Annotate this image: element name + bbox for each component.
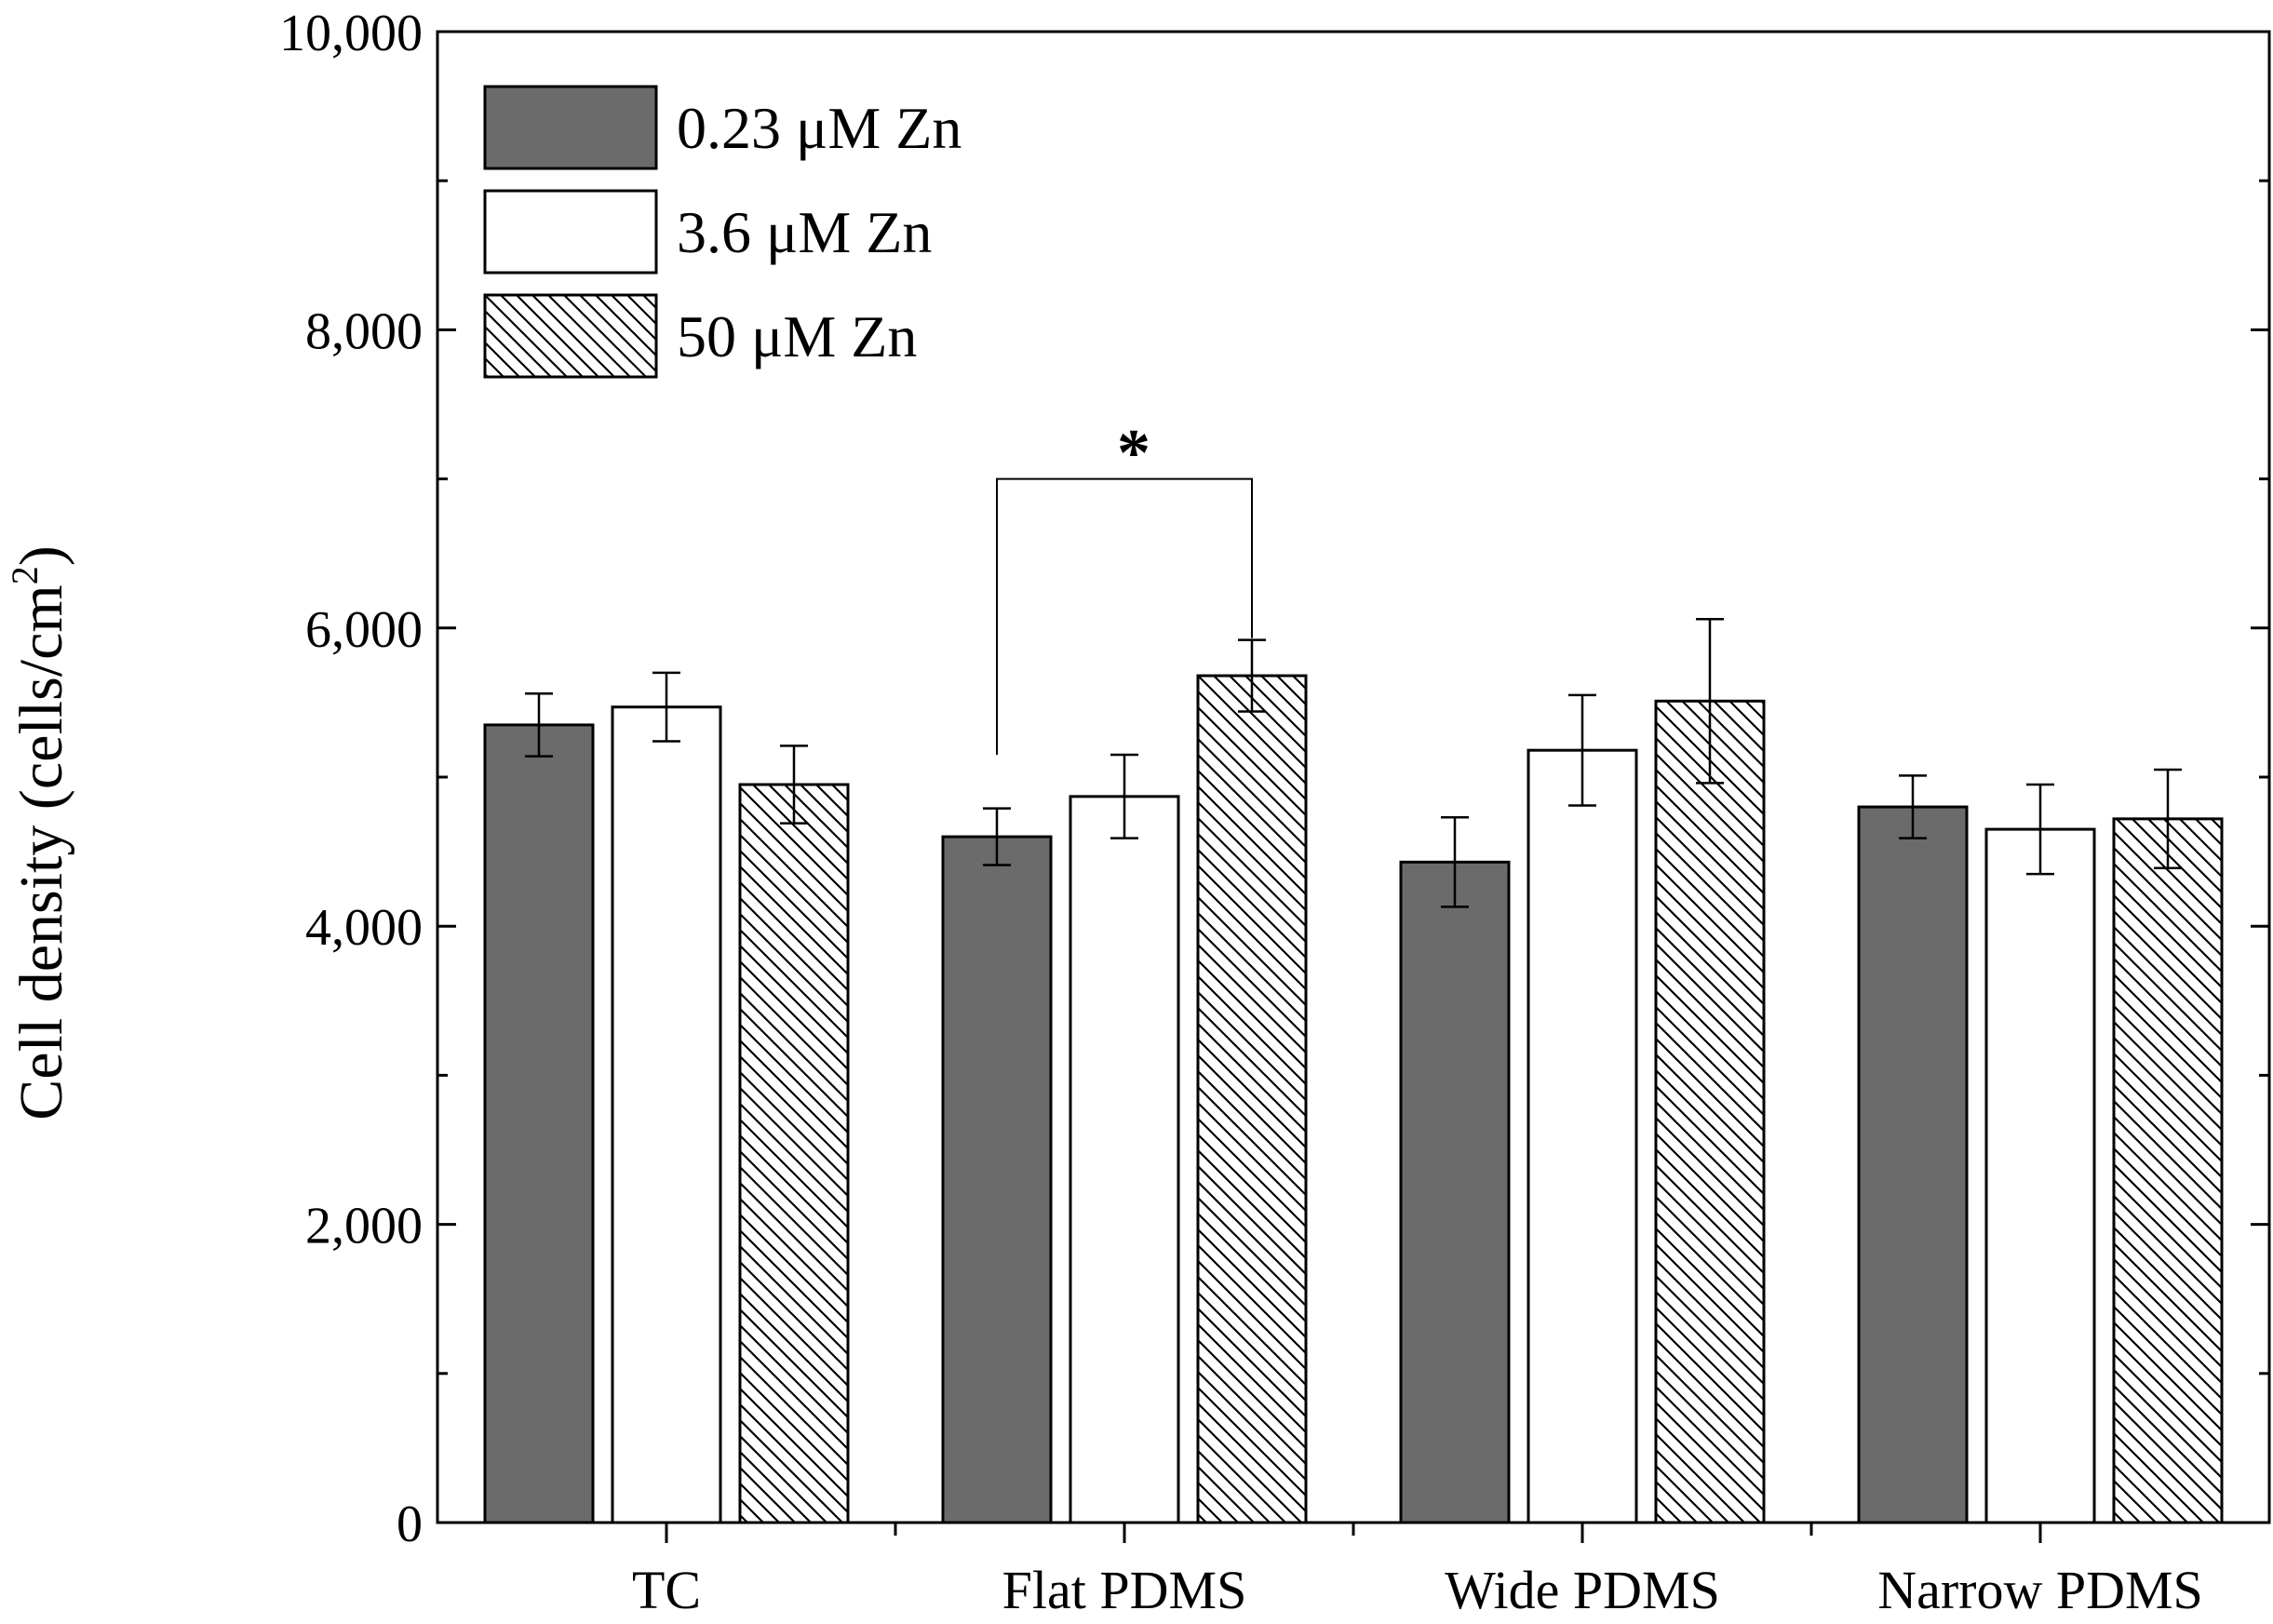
legend-label: 50 μM Zn xyxy=(677,303,917,369)
y-axis-label-superscript: 2 xyxy=(4,566,46,584)
bar xyxy=(483,723,595,1524)
y-axis-label: Cell density (cells/cm2) xyxy=(4,545,75,1121)
legend-swatch xyxy=(483,293,658,379)
y-tick-label: 10,000 xyxy=(279,5,423,62)
y-axis: 0 2,000 4,000 6,000 8,000 10,000 xyxy=(279,5,2269,1553)
y-tick-label: 2,000 xyxy=(305,1198,423,1255)
bar xyxy=(1069,795,1180,1524)
bars xyxy=(483,674,2224,1524)
bar xyxy=(1857,805,1969,1524)
bar xyxy=(1399,860,1511,1524)
y-tick-label: 8,000 xyxy=(305,302,423,360)
legend: 0.23 μM Zn 3.6 μM Zn 50 μM Zn xyxy=(483,85,962,379)
y-axis-label-close: ) xyxy=(7,545,75,566)
bar xyxy=(941,835,1053,1524)
bar xyxy=(2112,817,2224,1524)
bar xyxy=(1527,748,1638,1524)
significance-annotation: * xyxy=(996,416,1253,755)
bar xyxy=(1654,699,1766,1524)
significance-star: * xyxy=(1117,416,1150,490)
x-axis: TC Flat PDMS Wide PDMS Narrow PDMS xyxy=(632,1523,2203,1620)
y-tick-label: 4,000 xyxy=(305,899,423,957)
legend-label: 0.23 μM Zn xyxy=(677,95,962,161)
bar xyxy=(1196,674,1308,1524)
bar xyxy=(738,783,850,1524)
x-tick-label: TC xyxy=(632,1560,701,1620)
y-tick-label: 6,000 xyxy=(305,601,423,659)
legend-swatch xyxy=(483,85,658,170)
legend-label: 3.6 μM Zn xyxy=(677,199,932,265)
x-tick-label: Wide PDMS xyxy=(1445,1560,1720,1620)
bar xyxy=(1984,827,2096,1524)
bar xyxy=(611,705,722,1524)
x-tick-label: Narrow PDMS xyxy=(1877,1560,2203,1620)
legend-swatch xyxy=(483,189,658,275)
y-axis-label-text: Cell density (cells/cm xyxy=(7,584,75,1121)
x-tick-label: Flat PDMS xyxy=(1002,1560,1247,1620)
y-tick-label: 0 xyxy=(397,1496,423,1553)
significance-bracket xyxy=(996,477,1253,755)
error-bars xyxy=(525,617,2182,908)
